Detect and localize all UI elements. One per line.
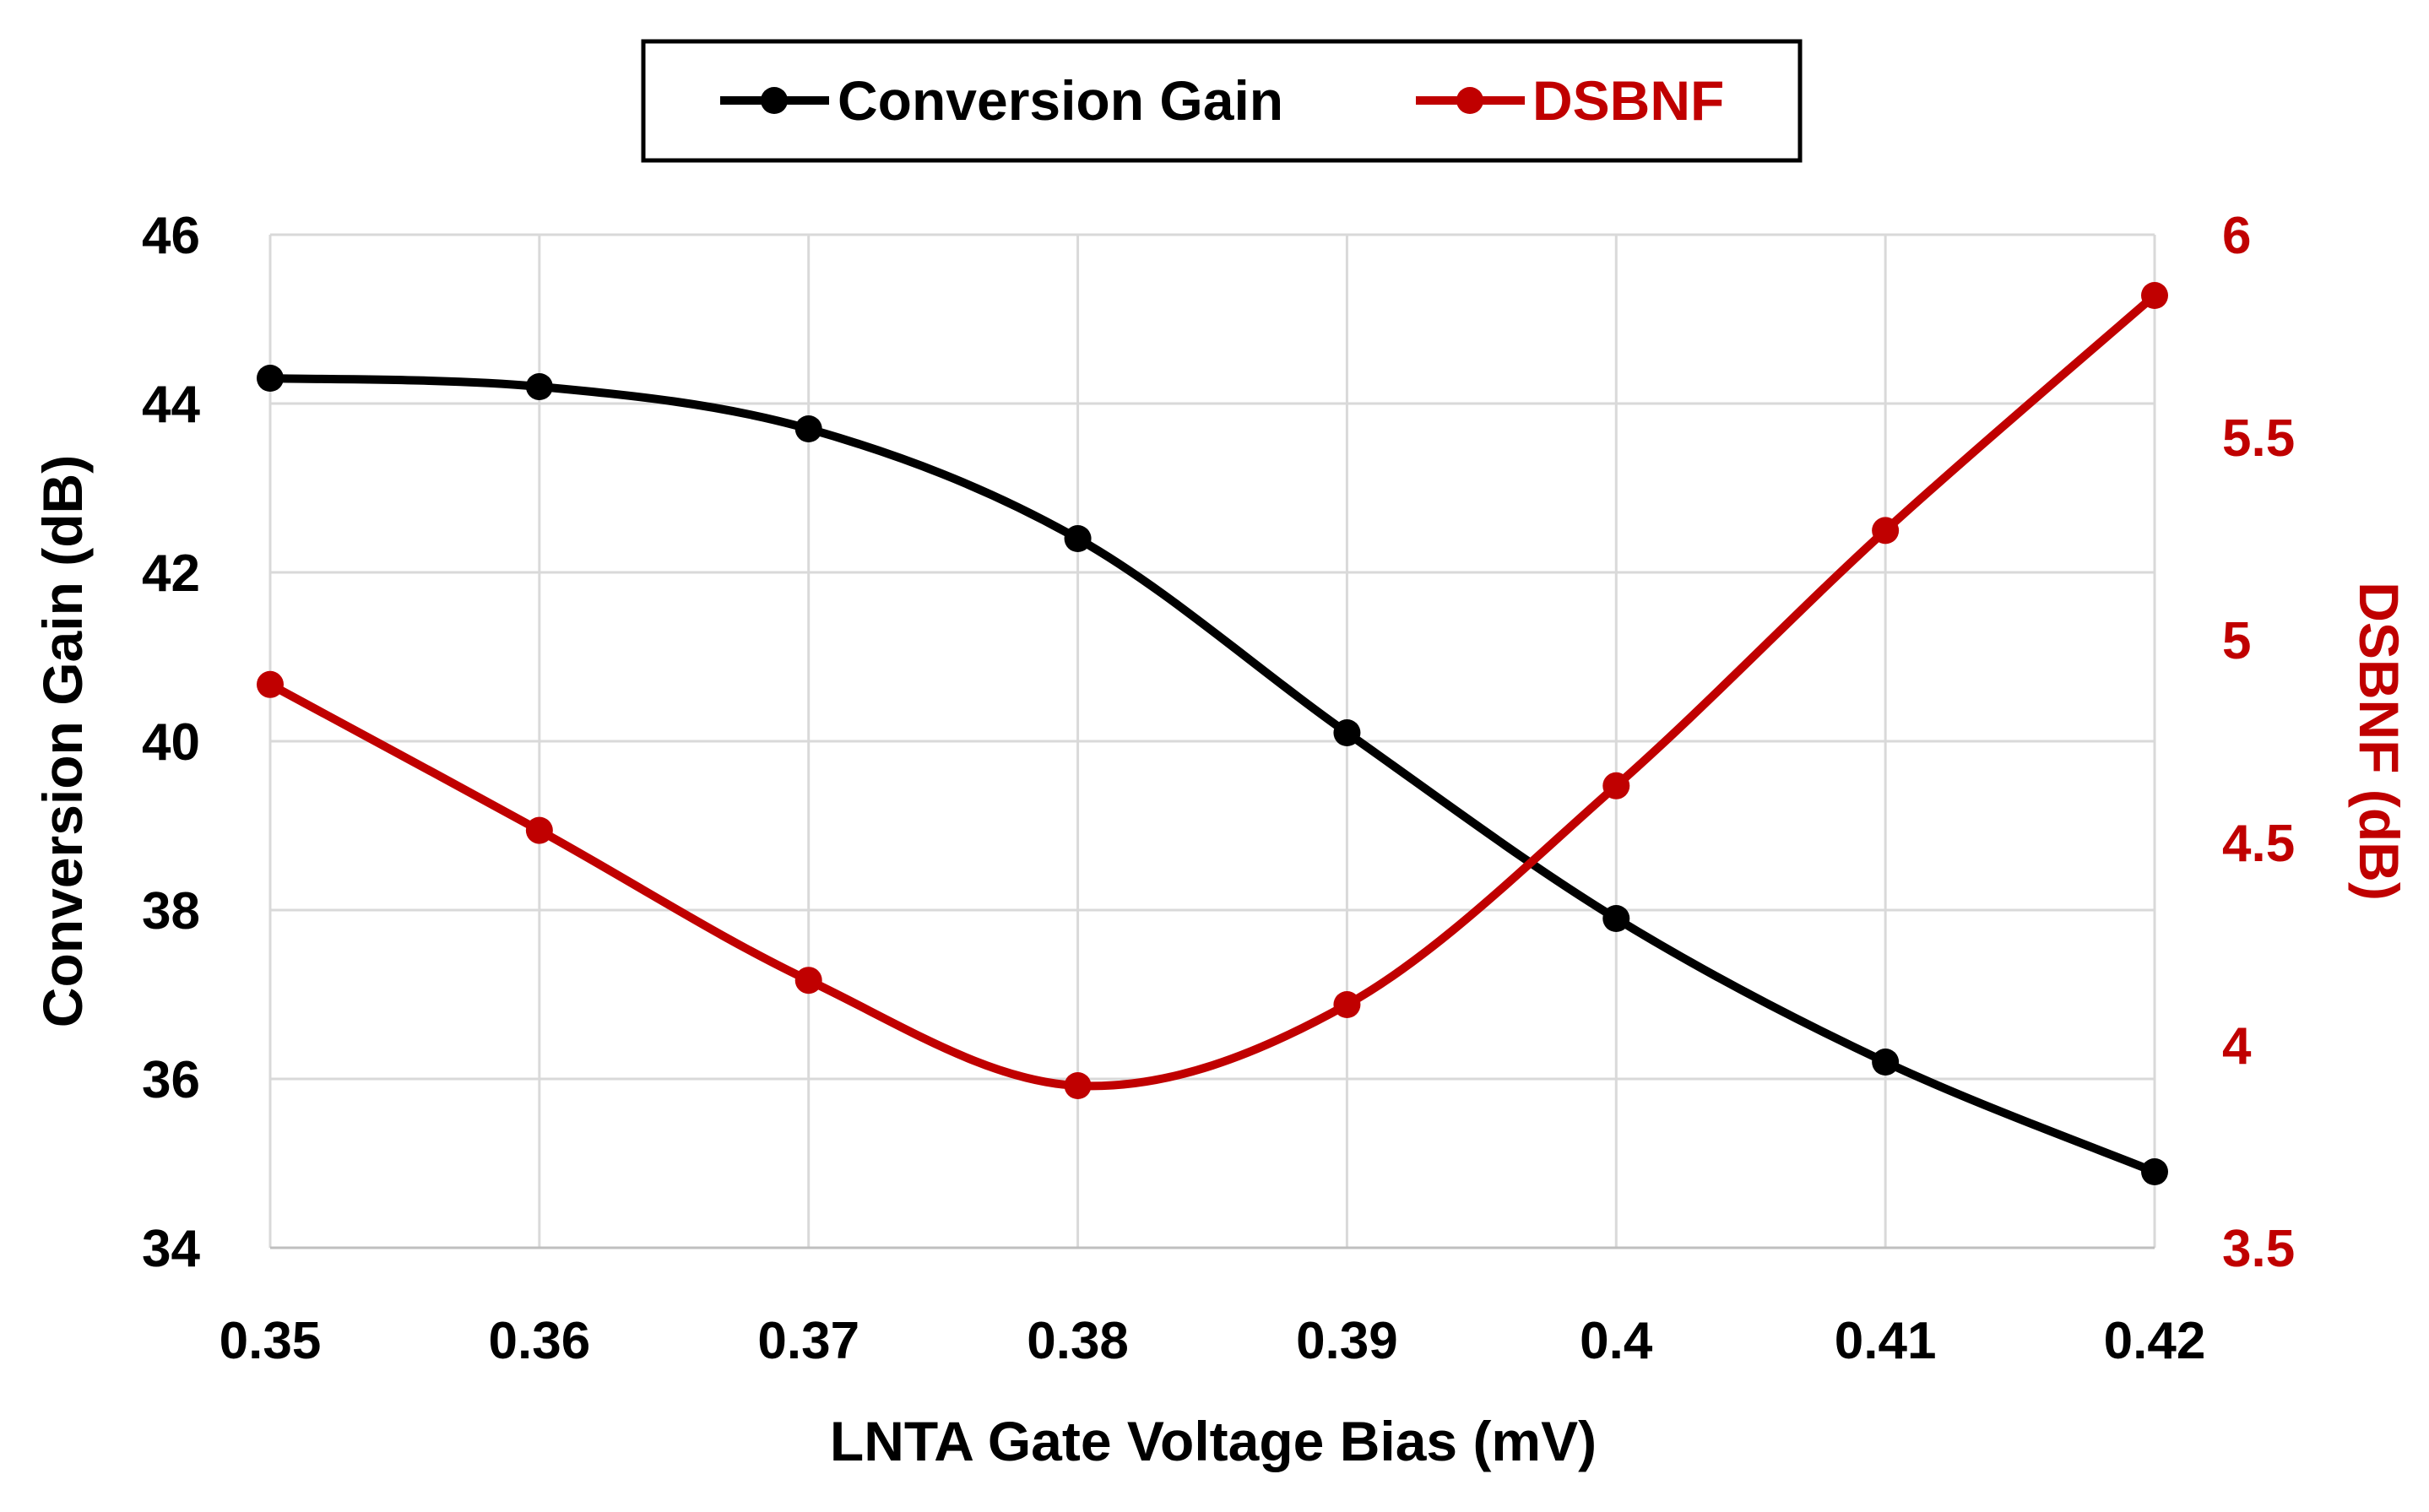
data-point-dsbnf: [525, 816, 553, 844]
y-tick-label: 34: [142, 1220, 200, 1278]
data-point-dsbnf: [257, 670, 284, 698]
y2-tick-label: 6: [2222, 207, 2251, 265]
data-point-conversion-gain: [794, 415, 822, 442]
y-tick-label: 38: [142, 882, 200, 940]
legend-box: [641, 39, 1803, 163]
data-point-conversion-gain: [1602, 905, 1630, 932]
y2-tick-labels: 3.5 4 4.5 5 5.5 6: [2222, 207, 2295, 1278]
x-tick-label: 0.42: [2104, 1312, 2206, 1370]
x-tick-label: 0.41: [1835, 1312, 1937, 1370]
data-point-conversion-gain: [525, 373, 553, 400]
legend: Conversion Gain DSBNF: [641, 39, 1803, 163]
y-tick-label: 36: [142, 1051, 200, 1109]
series-dsbnf: [257, 282, 2168, 1099]
y-axis-title: Conversion Gain (dB): [31, 455, 94, 1027]
y-tick-label: 44: [142, 376, 200, 434]
y-tick-label: 46: [142, 207, 200, 265]
data-point-dsbnf: [1064, 1072, 1092, 1099]
data-point-dsbnf: [1872, 517, 1900, 545]
y-tick-label: 42: [142, 545, 200, 603]
x-tick-label: 0.37: [757, 1312, 859, 1370]
y2-tick-label: 5: [2222, 612, 2251, 670]
x-axis-title: LNTA Gate Voltage Bias (mV): [830, 1410, 1597, 1472]
x-tick-label: 0.38: [1027, 1312, 1129, 1370]
series-layer: [257, 282, 2168, 1185]
data-point-conversion-gain: [1333, 719, 1361, 746]
series-conversion-gain: [257, 365, 2168, 1185]
data-point-conversion-gain: [2141, 1158, 2168, 1185]
data-point-dsbnf: [1333, 991, 1361, 1018]
y2-tick-label: 3.5: [2222, 1220, 2295, 1278]
legend-marker-dsbnf: [1456, 87, 1483, 114]
y2-axis-title: DSBNF (dB): [2348, 582, 2410, 901]
series-line-conversion-gain: [269, 374, 2156, 1176]
grid: [268, 233, 2156, 1248]
data-point-conversion-gain: [257, 365, 284, 392]
x-tick-label: 0.39: [1296, 1312, 1398, 1370]
data-point-dsbnf: [794, 967, 822, 994]
x-tick-label: 0.35: [220, 1312, 322, 1370]
legend-label-dsbnf: DSBNF: [1532, 69, 1724, 132]
y-tick-label: 40: [142, 713, 200, 772]
data-point-dsbnf: [1602, 772, 1630, 799]
data-point-conversion-gain: [1872, 1049, 1900, 1076]
x-tick-label: 0.4: [1580, 1312, 1653, 1370]
y2-tick-label: 4: [2222, 1017, 2252, 1076]
series-line-dsbnf: [268, 292, 2158, 1091]
y2-tick-label: 5.5: [2222, 409, 2295, 468]
y2-tick-label: 4.5: [2222, 815, 2295, 873]
y-tick-labels: 34 36 38 40 42 44 46: [142, 207, 200, 1278]
data-point-conversion-gain: [1064, 525, 1092, 552]
legend-label-conversion-gain: Conversion Gain: [838, 69, 1283, 132]
legend-marker-conversion-gain: [761, 87, 788, 114]
x-tick-label: 0.36: [489, 1312, 591, 1370]
data-point-dsbnf: [2141, 282, 2168, 309]
x-tick-labels: 0.35 0.36 0.37 0.38 0.39 0.4 0.41 0.42: [220, 1312, 2206, 1370]
